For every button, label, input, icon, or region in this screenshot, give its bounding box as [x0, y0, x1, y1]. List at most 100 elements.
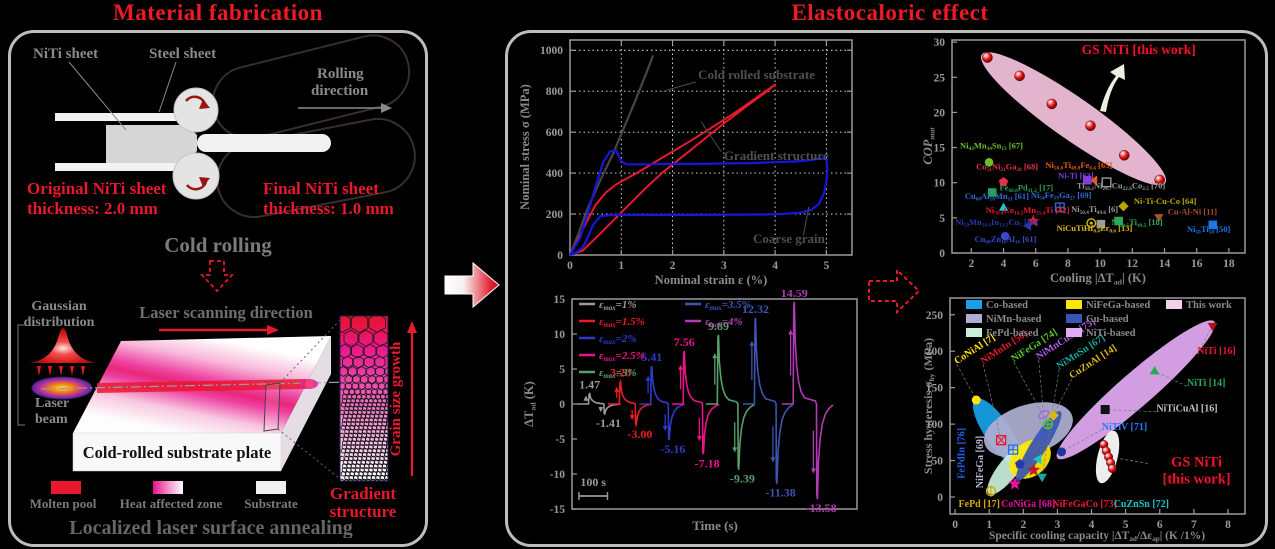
this-work-datapoint — [982, 52, 993, 63]
this-work-datapoint — [1119, 150, 1130, 161]
curve-annotation: Gradient structure — [724, 148, 829, 163]
legend-swatch — [1066, 328, 1082, 337]
exit-spot-icon — [305, 381, 313, 387]
alloy-label: FePd [17] — [959, 499, 1000, 510]
peak-value-label: 5.41 — [641, 350, 662, 364]
alloy-label: Ni-Ti [63] — [1058, 170, 1094, 180]
niti-sheet-block — [106, 125, 180, 163]
highlight-arrow-icon — [1100, 64, 1125, 112]
gaussian-profile-icon — [29, 328, 97, 363]
legend-entry: εmax=2% — [599, 333, 637, 346]
elastocaloric-panel: 0 1 2 3 4 5 0 200 400 600 800 1000 Cold rolled subst… — [505, 30, 1268, 547]
axes: 2 4 6 8 10 12 14 16 18 0 5 10 15 20 25 30 — [934, 37, 1246, 270]
legend-entry: Co-based — [986, 300, 1028, 311]
sheet-stack — [55, 113, 331, 171]
peak-value-label: 3.20 — [610, 366, 631, 380]
adiabatic-temperature-chart: -15 -10 -5 0 5 10 15 1.47 -1.41 3.20 -3.00 5.41 -5.1… — [522, 290, 858, 533]
y-tick-label: 400 — [546, 168, 564, 180]
rolled-thin-sheet — [197, 134, 331, 152]
x-axis-title: Specific cooling capacity |ΔTad/Δεap| (K… — [989, 530, 1205, 543]
valley-value-label: -9.39 — [730, 472, 755, 486]
alloy-label: NiTiV [71] — [1102, 422, 1147, 433]
substrate-label: Substrate — [244, 496, 298, 511]
bottom-roller — [172, 152, 220, 200]
x-tick-label: 4 — [1089, 519, 1095, 531]
x-tick-label: 4 — [1001, 258, 1007, 270]
axes: 0 1 2 3 4 5 6 7 8 0 50 100 150 200 250 — [926, 297, 1246, 531]
y-tick-label: 0 — [937, 492, 943, 504]
y-tick-label: 600 — [546, 127, 564, 139]
scan-direction-arrowhead-icon — [267, 325, 279, 335]
alloy-label: Ni50.5Ti49.5 [18] — [1111, 217, 1162, 229]
y-axis-title: Nominal stress σ (MPa) — [518, 84, 532, 210]
scan-direction-label: Laser scanning direction — [139, 303, 313, 322]
alloy-label: Ni54Fe19Ga27 [69] — [1031, 190, 1092, 202]
x-tick-label: 18 — [1223, 258, 1235, 270]
legend-entry: εmax=2.5% — [599, 350, 645, 363]
beam-bracket — [17, 324, 25, 426]
y-tick-label: 30 — [934, 37, 946, 49]
legend-swatch — [966, 328, 982, 337]
legend: εmax=1% εmax=1.5% εmax=2% εmax=2.5% εmax=3% ε… — [579, 299, 751, 380]
gradient-structure-label-1: Gradient — [330, 484, 396, 503]
x-tick-label: 8 — [1225, 519, 1231, 531]
cop-scatter-chart: 2 4 6 8 10 12 14 16 18 0 5 10 15 20 25 30 GS NiTi [this … — [921, 37, 1246, 286]
haz-label: Heat affected zone — [120, 496, 223, 511]
x-tick-label: 14 — [1159, 258, 1171, 270]
alloy-label: Ni50Ti50 [50] — [1187, 224, 1230, 236]
legend-swatch — [1166, 300, 1182, 309]
legend-entry: εmax=3.5% — [705, 299, 751, 312]
curve-annotation: Coarse grain — [753, 231, 826, 246]
alloy-label: Cu-Al-Ni [11] — [1168, 206, 1218, 216]
x-tick-label: 1 — [618, 260, 624, 272]
this-work-datapoint — [1046, 98, 1058, 110]
legend-swatch — [1066, 314, 1082, 323]
y-tick-label: 15 — [934, 143, 946, 155]
original-thickness-label-1: Original NiTi sheet — [27, 179, 167, 198]
alloy-label: FePdIn [76] — [957, 428, 968, 479]
stress-strain-chart: 0 1 2 3 4 5 0 200 400 600 800 1000 Cold rolled subst… — [518, 39, 853, 287]
y-tick-label: 10 — [554, 329, 566, 341]
spike-series — [671, 350, 720, 455]
alloy-label: NiFeGa [69] — [975, 436, 986, 489]
series-gradient-structure — [569, 83, 777, 256]
laser-beam-label-1: Laser — [35, 396, 69, 411]
scatter-points: Ni43Mn34Sn13 [67] Co51Ni21Ga28 [68] Fe68.8… — [955, 140, 1230, 245]
x-tick-label: 12 — [1127, 258, 1139, 270]
y-tick-label: 150 — [926, 383, 944, 395]
annotations: Cold rolled substrate Gradient structure C… — [663, 67, 829, 246]
gridlines — [570, 40, 852, 255]
final-thickness-label-2: thickness: 1.0 mm — [263, 199, 394, 218]
series-coarse-grain — [569, 149, 829, 257]
leader-lines — [956, 325, 1213, 477]
peak-value-label: 9.89 — [708, 319, 729, 333]
molten-pool-swatch — [51, 481, 81, 494]
legend-swatch — [966, 314, 982, 323]
valley-value-label: -3.00 — [627, 427, 652, 441]
series: 1.47 -1.41 3.20 -3.00 5.41 -5.16 7.56 -7.18 9.89… — [577, 290, 837, 515]
alloy-label: NiTi [14] — [1187, 378, 1225, 389]
valley-value-label: -11.38 — [765, 486, 795, 500]
legend-entry: εmax=3% — [599, 367, 637, 380]
spike-series — [781, 301, 834, 500]
this-work-label-1: GS NiTi — [1171, 454, 1222, 470]
y-tick-label: 0 — [557, 250, 563, 262]
y-tick-label: 25 — [934, 72, 946, 84]
spike-series — [577, 392, 621, 416]
legend-entry: NiFeGa-based — [1086, 300, 1150, 311]
steel-sheet-top — [55, 113, 180, 121]
highlight-group: GS NiTi [this work] — [981, 42, 1196, 186]
y-tick-label: 20 — [934, 107, 946, 119]
beam-arrows-icon — [37, 366, 85, 376]
y-tick-label: 800 — [546, 86, 564, 98]
y-tick-label: 0 — [559, 399, 565, 411]
fabrication-panel: NiTi sheet Steel sheet Rolling direction… — [8, 30, 428, 547]
legend-entry: FePd-based — [986, 328, 1039, 339]
x-tick-label: 3 — [721, 260, 727, 272]
y-axis-title: ΔTad (K) — [522, 381, 537, 427]
x-axis-title: Cooling |ΔTad| (K) — [1050, 271, 1146, 286]
steel-sheet-bottom — [55, 163, 180, 171]
x-tick-label: 2 — [968, 258, 974, 270]
alloy-label: Fe68.8Pd31.2 [17] — [999, 182, 1053, 194]
